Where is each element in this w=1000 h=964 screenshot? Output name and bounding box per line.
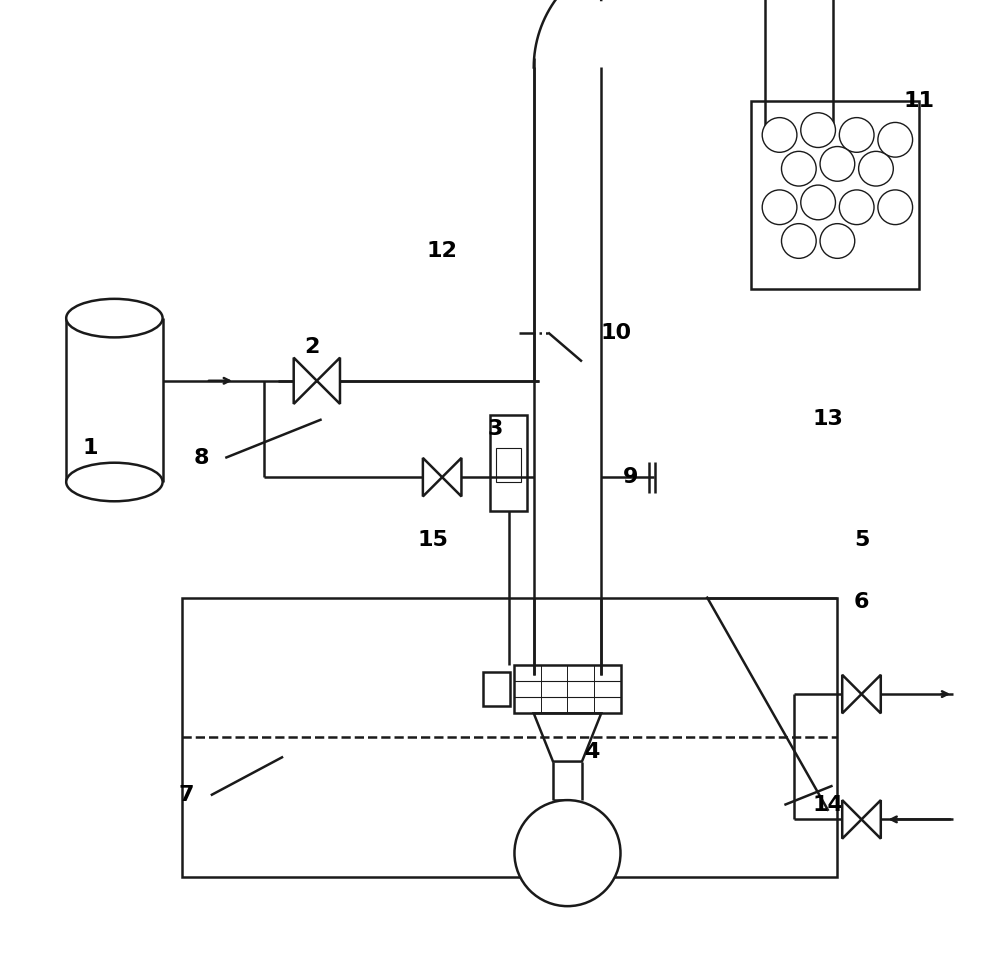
Circle shape [762,190,797,225]
Text: 15: 15 [417,530,448,549]
Circle shape [839,190,874,225]
Text: 6: 6 [854,593,869,612]
Polygon shape [294,358,317,404]
Text: 12: 12 [427,241,458,260]
Bar [751,101,919,289]
Polygon shape [842,675,862,713]
Polygon shape [423,458,442,496]
Text: 9: 9 [622,468,638,487]
Bar [182,598,837,877]
Polygon shape [862,800,881,839]
Text: 11: 11 [904,92,935,111]
Polygon shape [442,458,461,496]
Circle shape [820,147,855,181]
Circle shape [839,118,874,152]
Text: 14: 14 [812,795,843,815]
Circle shape [801,113,835,147]
Circle shape [781,151,816,186]
Bar [483,673,510,706]
Polygon shape [842,800,862,839]
Ellipse shape [66,299,163,337]
Circle shape [781,224,816,258]
Circle shape [762,118,797,152]
Text: 4: 4 [584,742,599,762]
Circle shape [878,122,913,157]
Text: 5: 5 [854,530,869,549]
Text: 10: 10 [600,323,631,342]
Text: 1: 1 [83,439,98,458]
Text: 2: 2 [304,337,320,357]
Bar [496,448,521,482]
Text: 8: 8 [193,448,209,468]
Circle shape [820,224,855,258]
Circle shape [859,151,893,186]
Bar [490,415,527,511]
Text: 3: 3 [487,419,503,439]
Circle shape [878,190,913,225]
Polygon shape [862,675,881,713]
Bar [514,665,620,713]
Polygon shape [317,358,340,404]
Circle shape [801,185,835,220]
Text: 7: 7 [179,786,194,805]
Circle shape [514,800,620,906]
Text: 13: 13 [812,410,843,429]
Ellipse shape [66,463,163,501]
